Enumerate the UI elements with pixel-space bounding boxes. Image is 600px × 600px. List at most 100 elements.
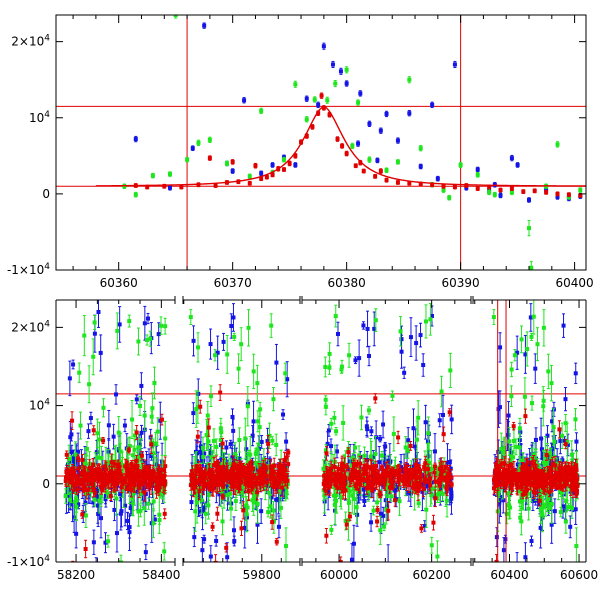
data-point [247, 180, 252, 186]
full-ytick-exponent: 4 [44, 554, 50, 564]
data-point [475, 166, 480, 173]
data-point [344, 66, 349, 74]
data-point [232, 464, 237, 471]
data-point [213, 183, 218, 188]
data-point [167, 185, 172, 191]
xtick-label: 58400 [142, 568, 180, 582]
zoom-ytick-mantissa: -1×10 [7, 263, 44, 277]
data-point [148, 330, 153, 347]
data-point [395, 137, 400, 144]
data-point [149, 410, 154, 423]
data-point [78, 411, 83, 440]
data-point [111, 423, 116, 450]
data-point [93, 489, 98, 497]
zoom-ytick-label: 0 [42, 187, 50, 201]
data-point [498, 187, 503, 193]
data-point [375, 157, 380, 164]
data-point [384, 167, 389, 174]
data-point [96, 300, 101, 328]
season-0 [63, 300, 168, 562]
zoom-ytick-exponent: 4 [44, 34, 50, 44]
data-point [91, 425, 96, 436]
data-point [101, 398, 106, 418]
data-point [492, 191, 497, 198]
data-point [162, 542, 167, 561]
xtick-label: 60360 [100, 276, 138, 290]
data-point [373, 173, 378, 179]
data-point [106, 534, 111, 548]
data-point [77, 362, 82, 383]
zoom-ytick-mantissa: 10 [29, 111, 44, 125]
data-point [64, 450, 69, 460]
data-point [527, 220, 532, 237]
data-point [70, 411, 75, 431]
data-point [407, 76, 412, 84]
data-point [515, 162, 520, 168]
data-point [98, 334, 103, 372]
data-point [133, 135, 138, 143]
data-point [196, 139, 201, 147]
data-point [344, 80, 349, 87]
data-point [145, 312, 150, 325]
data-point [138, 395, 143, 416]
data-point [185, 156, 190, 163]
data-point [144, 469, 149, 485]
data-point [179, 184, 184, 190]
data-point [133, 191, 138, 198]
data-point [325, 96, 330, 104]
data-point [270, 172, 275, 178]
zoom-ytick-label: -1×104 [7, 262, 50, 277]
data-point [458, 161, 463, 169]
data-point [418, 163, 423, 170]
xtick-label: 60400 [490, 568, 528, 582]
data-point [395, 159, 400, 165]
data-point [95, 418, 100, 449]
data-point [159, 413, 164, 426]
data-point [80, 453, 85, 466]
xtick-label: 60200 [413, 568, 451, 582]
data-point [521, 189, 526, 194]
data-point [384, 110, 389, 118]
data-point [430, 101, 435, 108]
data-point [122, 418, 127, 433]
data-point [83, 539, 88, 559]
data-point [157, 515, 162, 525]
data-point [116, 415, 121, 450]
data-point [312, 96, 317, 103]
data-point [379, 464, 384, 471]
data-point [335, 136, 340, 142]
data-point [86, 423, 91, 439]
data-point [304, 95, 309, 102]
xtick-label: 58200 [57, 568, 95, 582]
full-panel-data [56, 300, 586, 562]
data-point [575, 487, 580, 495]
full-ytick-label: 0 [42, 477, 50, 491]
data-point [114, 384, 119, 405]
data-point [102, 477, 107, 493]
full-ytick-exponent: 4 [44, 398, 50, 408]
data-point [134, 394, 139, 405]
data-point [338, 67, 343, 75]
data-point [578, 187, 583, 193]
data-point [487, 189, 492, 196]
data-point [356, 99, 361, 106]
data-point [152, 366, 157, 400]
data-point [67, 360, 72, 397]
data-point [281, 156, 286, 163]
data-point [475, 186, 480, 191]
data-point [452, 60, 457, 69]
data-point [117, 306, 122, 343]
zoom-panel-frame [55, 14, 587, 271]
data-point [447, 194, 452, 201]
data-point [83, 502, 88, 528]
data-point [230, 159, 235, 165]
full-ytick-mantissa: -1×10 [7, 555, 44, 569]
data-point [115, 312, 120, 350]
data-point [242, 97, 247, 104]
data-point [220, 493, 225, 500]
data-point [353, 163, 358, 169]
data-point [270, 162, 275, 168]
zoom-ytick-mantissa: 2×10 [11, 35, 44, 49]
data-point [498, 192, 503, 199]
data-point [367, 120, 372, 128]
